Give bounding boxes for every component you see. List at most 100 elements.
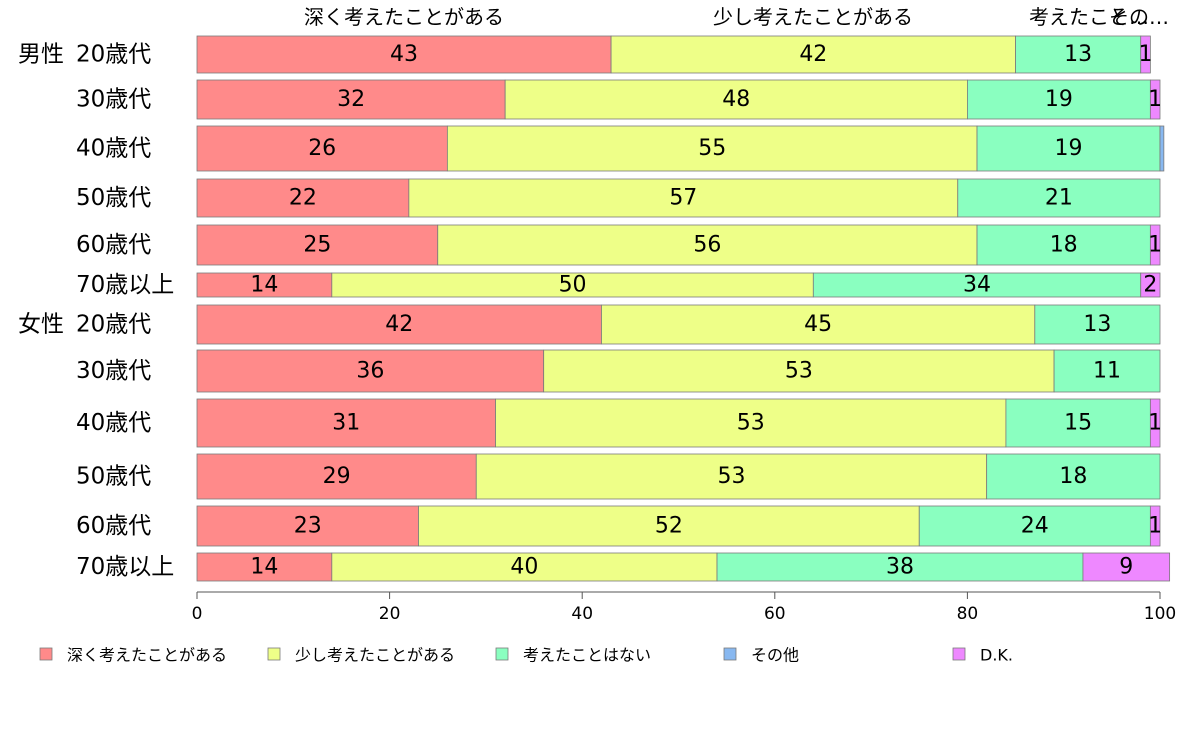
data-label: 14 — [250, 555, 278, 580]
row-label: 70歳以上 — [76, 554, 174, 580]
data-label: 50 — [559, 273, 587, 298]
data-label: 24 — [1021, 514, 1049, 539]
bar-segment — [1015, 35, 1142, 74]
bar-segment — [196, 304, 602, 345]
data-label: 42 — [799, 42, 827, 67]
data-label: 31 — [332, 411, 360, 436]
bar-segment — [1140, 35, 1151, 74]
data-label: 23 — [294, 514, 322, 539]
bar-segment — [610, 35, 1016, 74]
bar-segment — [418, 505, 920, 547]
data-label: 18 — [1059, 464, 1087, 489]
row-label: 60歳代 — [76, 513, 151, 539]
bar-segment — [986, 453, 1161, 500]
bar-segment — [967, 79, 1151, 120]
bar-segment — [812, 272, 1142, 298]
x-tick-label: 80 — [957, 604, 979, 624]
bar-segment — [1159, 125, 1165, 172]
data-label: 53 — [785, 359, 813, 384]
x-tick-label: 60 — [764, 604, 786, 624]
x-tick-label: 20 — [379, 604, 401, 624]
bar-segment — [601, 304, 1036, 345]
bar-segment — [196, 79, 506, 120]
data-label: 38 — [886, 555, 914, 580]
data-label: 9 — [1119, 555, 1133, 580]
row-label: 30歳代 — [76, 358, 151, 384]
data-label: 55 — [698, 136, 726, 161]
legend: 深く考えたことがある 少し考えたことがある 考えたことはない その他 D.K. — [39, 646, 1013, 665]
row-label: 50歳代 — [76, 185, 151, 211]
data-label: 48 — [722, 87, 750, 112]
row-label: 60歳代 — [76, 232, 151, 258]
bar-segment — [1034, 304, 1161, 345]
data-label: 22 — [289, 186, 317, 211]
data-label: 34 — [963, 273, 991, 298]
top-category-label: 少し考えたことがある — [713, 5, 913, 29]
data-label: 56 — [693, 233, 721, 258]
legend-label: 深く考えたことがある — [67, 646, 227, 665]
data-label: 21 — [1045, 186, 1073, 211]
data-label: 32 — [337, 87, 365, 112]
data-label: 19 — [1045, 87, 1073, 112]
top-category-label: 深く考えたことがある — [304, 5, 504, 29]
data-label: 14 — [250, 273, 278, 298]
data-label: 1 — [1139, 42, 1153, 67]
bar-segment — [1149, 79, 1161, 120]
bar-segment — [504, 79, 968, 120]
legend-label: 考えたことはない — [523, 646, 651, 665]
bar-segment — [1140, 272, 1161, 298]
top-category-label: 考えたこと… — [1029, 5, 1149, 29]
data-label: 13 — [1083, 312, 1111, 337]
bar-segment — [1149, 398, 1161, 448]
bar-segment — [976, 224, 1151, 266]
legend-swatch — [495, 647, 509, 661]
x-axis: 0 20 40 60 80 100 — [192, 591, 1176, 624]
legend-swatch — [267, 647, 281, 661]
data-label: 15 — [1064, 411, 1092, 436]
bar-segment — [196, 125, 448, 172]
bar-segment — [1082, 552, 1171, 582]
bar-segment — [196, 35, 612, 74]
group-label: 女性 — [18, 312, 64, 338]
legend-label: D.K. — [980, 646, 1013, 665]
row-label: 40歳代 — [76, 410, 151, 436]
group-label: 男性 — [18, 42, 64, 68]
data-label: 2 — [1143, 273, 1157, 298]
data-label: 36 — [356, 359, 384, 384]
data-label: 1 — [1148, 87, 1162, 112]
bar-segment — [408, 178, 959, 218]
data-label: 57 — [669, 186, 697, 211]
bar-segment — [446, 125, 978, 172]
bar-segment — [196, 552, 333, 582]
bar-segment — [957, 178, 1161, 218]
row-label: 20歳代 — [76, 312, 151, 338]
legend-label: 少し考えたことがある — [295, 646, 455, 665]
data-label: 42 — [385, 312, 413, 337]
bar-segment — [437, 224, 978, 266]
data-label: 1 — [1148, 411, 1162, 436]
bar-segment — [196, 178, 410, 218]
bar-segment — [196, 349, 545, 393]
data-label: 40 — [510, 555, 538, 580]
bar-segment — [918, 505, 1151, 547]
data-label: 25 — [303, 233, 331, 258]
bar-segment — [331, 552, 718, 582]
data-label: 1 — [1148, 514, 1162, 539]
data-label: 45 — [804, 312, 832, 337]
bar-segment — [196, 224, 439, 266]
bar-segment — [1149, 224, 1161, 266]
data-label: 13 — [1064, 42, 1092, 67]
bar-segment — [331, 272, 814, 298]
data-label: 29 — [323, 464, 351, 489]
legend-swatch — [39, 647, 53, 661]
row-label: 40歳代 — [76, 136, 151, 162]
row-label: 20歳代 — [76, 42, 151, 68]
top-category-label: その… — [1109, 5, 1169, 29]
data-label: 52 — [655, 514, 683, 539]
x-tick-label: 100 — [1144, 604, 1176, 624]
x-tick-label: 40 — [571, 604, 593, 624]
data-label: 19 — [1055, 136, 1083, 161]
